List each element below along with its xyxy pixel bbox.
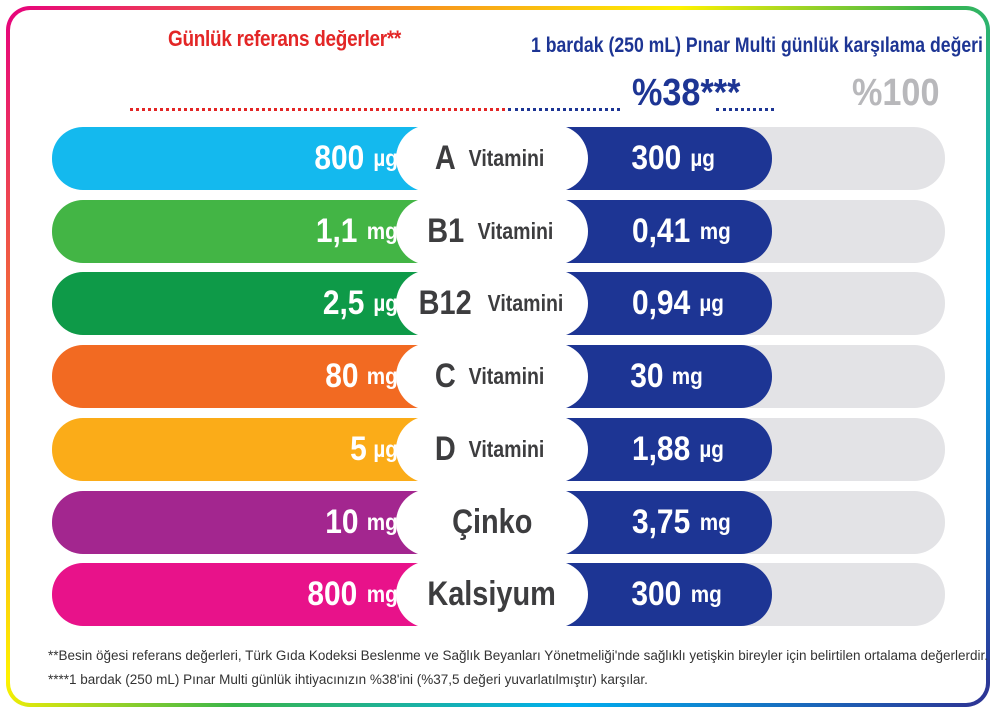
nutrient-name: Çinko (451, 503, 533, 541)
nutrient-label: D Vitamini (396, 416, 588, 483)
coverage-number: 300 (631, 575, 682, 613)
reference-bar (52, 345, 462, 408)
reference-number: 800 (314, 139, 365, 177)
reference-unit: mg (366, 581, 398, 607)
nutrient-suffix: Vitamini (468, 145, 545, 171)
coverage-value: 0,41 mg (628, 200, 733, 263)
coverage-percent: %38*** (632, 72, 741, 114)
coverage-number: 3,75 (631, 503, 691, 541)
nutrient-suffix: Vitamini (477, 218, 554, 244)
nutrient-row: 5 µg D Vitamini 1,88 µg (52, 416, 945, 483)
reference-unit: µg (373, 290, 398, 316)
nutrient-row: 10 mg Çinko 3,75 mg (52, 489, 945, 556)
reference-bar (52, 200, 462, 263)
nutrient-name: A (435, 139, 456, 177)
nutrient-suffix: Vitamini (487, 290, 564, 316)
reference-unit: mg (366, 363, 398, 389)
coverage-unit: mg (671, 363, 703, 389)
coverage-number: 0,41 (631, 212, 691, 250)
full-percent: %100 (852, 72, 940, 114)
coverage-value: 0,94 µg (628, 272, 726, 335)
nutrient-suffix: Vitamini (468, 363, 545, 389)
reference-bar (52, 563, 462, 626)
reference-unit: µg (373, 436, 398, 462)
nutrient-row: 80 mg C Vitamini 30 mg (52, 343, 945, 410)
coverage-unit: mg (690, 581, 722, 607)
reference-value: 5 µg (349, 418, 399, 481)
nutrient-name: C (435, 357, 456, 395)
reference-number: 2,5 (323, 284, 365, 322)
nutrient-row: 2,5 µg B12 Vitamini 0,94 µg (52, 270, 945, 337)
nutrient-name: Kalsiyum (427, 575, 557, 613)
coverage-value: 30 mg (628, 345, 704, 408)
coverage-number: 1,88 (631, 430, 691, 468)
coverage-unit: µg (699, 436, 725, 462)
nutrient-row: 800 µg A Vitamini 300 µg (52, 125, 945, 192)
red-dotted-divider (130, 108, 505, 111)
daily-coverage-heading: 1 bardak (250 mL) Pınar Multi günlük kar… (531, 34, 983, 57)
reference-value: 800 mg (304, 563, 399, 626)
nutrient-row: 1,1 mg B1 Vitamini 0,41 mg (52, 198, 945, 265)
reference-values-heading: Günlük referans değerler** (168, 26, 402, 51)
reference-value: 80 mg (323, 345, 399, 408)
coverage-unit: mg (699, 509, 731, 535)
nutrient-label: Kalsiyum (396, 561, 588, 628)
reference-bar (52, 127, 462, 190)
coverage-value: 3,75 mg (628, 491, 733, 554)
coverage-unit: mg (699, 218, 731, 244)
nutrient-name: D (435, 430, 456, 468)
reference-number: 80 (324, 357, 359, 395)
nutrient-name: B12 (418, 284, 472, 322)
coverage-number: 0,94 (631, 284, 691, 322)
nutrient-label: C Vitamini (396, 343, 588, 410)
nutrient-label: Çinko (396, 489, 588, 556)
reference-unit: mg (366, 218, 398, 244)
coverage-unit: µg (699, 290, 725, 316)
coverage-unit: µg (690, 145, 715, 171)
coverage-number: 300 (631, 139, 682, 177)
reference-bar (52, 418, 462, 481)
coverage-value: 300 µg (628, 127, 716, 190)
nutrient-label: A Vitamini (396, 125, 588, 192)
reference-number: 800 (307, 575, 358, 613)
reference-value: 1,1 mg (313, 200, 399, 263)
coverage-number: 30 (630, 357, 664, 395)
reference-value: 800 µg (311, 127, 399, 190)
blue-dotted-divider (508, 108, 620, 111)
footnote-coverage: ****1 bardak (250 mL) Pınar Multi günlük… (48, 672, 648, 687)
coverage-value: 1,88 µg (628, 418, 726, 481)
nutrient-row: 800 mg Kalsiyum 300 mg (52, 561, 945, 628)
reference-bar (52, 491, 462, 554)
nutrient-suffix: Vitamini (468, 436, 545, 462)
reference-unit: µg (373, 145, 398, 171)
nutrient-name: B1 (426, 212, 464, 250)
reference-number: 1,1 (316, 212, 358, 250)
reference-number: 5 (349, 430, 367, 468)
reference-unit: mg (366, 509, 398, 535)
coverage-value: 300 mg (628, 563, 723, 626)
footnote-reference: **Besin öğesi referans değerleri, Türk G… (48, 648, 989, 663)
reference-value: 10 mg (323, 491, 399, 554)
nutrient-label: B12 Vitamini (396, 270, 588, 337)
reference-value: 2,5 µg (320, 272, 399, 335)
reference-bar (52, 272, 462, 335)
blue-dotted-divider (716, 108, 774, 111)
nutrient-label: B1 Vitamini (396, 198, 588, 265)
reference-number: 10 (324, 503, 359, 541)
